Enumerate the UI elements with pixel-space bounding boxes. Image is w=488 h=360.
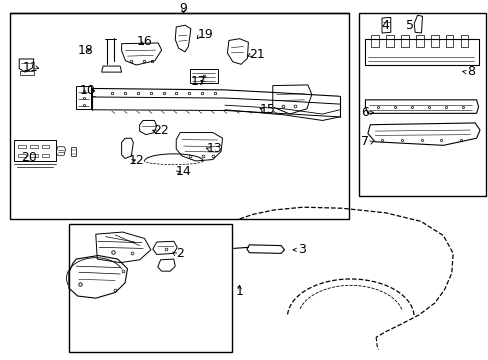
Text: 4: 4	[380, 19, 388, 32]
Text: 16: 16	[136, 35, 152, 48]
Text: 13: 13	[206, 142, 222, 155]
Text: 8: 8	[466, 65, 474, 78]
Text: 15: 15	[260, 103, 275, 116]
Text: 14: 14	[175, 165, 191, 178]
Text: 9: 9	[179, 2, 187, 15]
Text: 17: 17	[190, 75, 206, 88]
Text: 10: 10	[80, 85, 95, 98]
Text: 20: 20	[21, 151, 37, 164]
Text: 6: 6	[361, 106, 368, 119]
Text: 11: 11	[23, 61, 39, 75]
Text: 12: 12	[128, 154, 144, 167]
Text: 7: 7	[361, 135, 368, 148]
Text: 21: 21	[248, 48, 264, 61]
Text: 5: 5	[406, 19, 413, 32]
Text: 2: 2	[176, 247, 183, 260]
Text: 22: 22	[152, 124, 168, 137]
Text: 19: 19	[197, 28, 213, 41]
Text: 1: 1	[235, 284, 243, 298]
Text: 18: 18	[78, 44, 94, 57]
Text: 3: 3	[298, 243, 305, 256]
